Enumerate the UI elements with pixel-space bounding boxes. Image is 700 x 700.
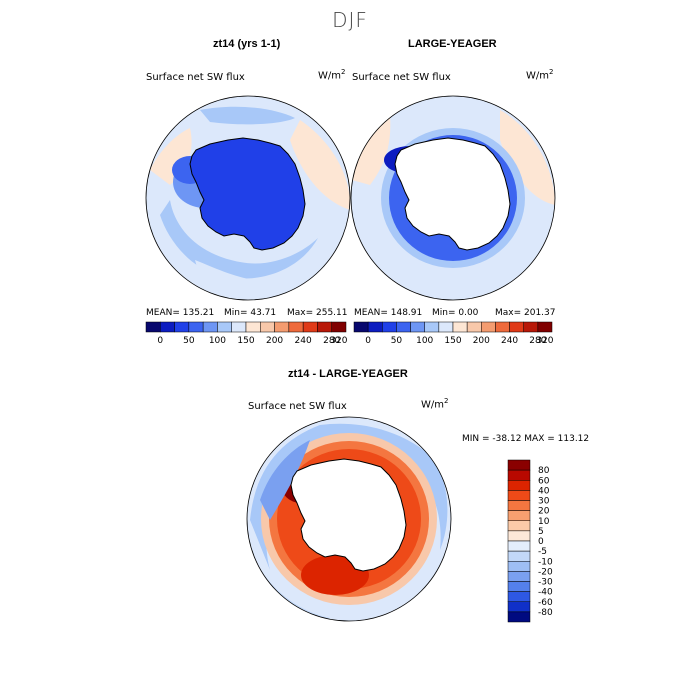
colorbar-1-swatch	[174, 321, 190, 333]
colorbar-3-swatch	[507, 459, 531, 471]
panel2-title: LARGE-YEAGER	[408, 38, 497, 50]
colorbar-3-swatch	[507, 550, 531, 562]
colorbar-1-tick-label: 200	[266, 336, 283, 346]
colorbar-2-swatch	[523, 321, 539, 333]
colorbar-3-swatch	[507, 571, 531, 582]
colorbar-1-tick-label: 100	[209, 336, 226, 346]
map2-border	[350, 95, 556, 301]
colorbar-3-swatch	[507, 520, 531, 532]
colorbar-3-swatch	[507, 469, 531, 481]
colorbar-2-swatch	[481, 321, 496, 333]
colorbar-3-tick-label: 30	[538, 497, 550, 507]
colorbar-3-swatch	[507, 480, 531, 491]
colorbar-1-swatch	[202, 321, 218, 333]
colorbar-2-tick-label: 200	[473, 336, 490, 346]
panel3-minmax: MIN = -38.12 MAX = 113.12	[462, 434, 590, 444]
colorbar-1-tick-label: 150	[237, 336, 254, 346]
colorbar-3-swatch	[507, 540, 531, 552]
colorbar-3-swatch	[507, 561, 531, 572]
colorbar-3-tick-label: -5	[538, 547, 547, 557]
colorbar-2-tick-label: 0	[365, 336, 371, 346]
colorbar-2-tick-label: 240	[501, 336, 518, 346]
colorbar-3-swatch	[507, 591, 531, 602]
panel1-mean: MEAN= 135.21	[146, 308, 215, 318]
colorbar-1-tick-label: 320	[330, 336, 347, 346]
panel1-max: Max= 255.11	[287, 308, 348, 318]
colorbar-1-swatch	[288, 321, 304, 333]
colorbar-1-tick-label: 240	[295, 336, 312, 346]
colorbar-2-swatch	[438, 321, 454, 333]
colorbar-1-swatch	[188, 321, 204, 333]
colorbar-2-tick-label: 150	[444, 336, 461, 346]
colorbar-1-swatch	[302, 321, 318, 333]
panel3-title: zt14 - LARGE-YEAGER	[288, 368, 408, 380]
colorbar-3-tick-label: 60	[538, 476, 550, 486]
colorbar-3-tick-label: 10	[538, 517, 550, 527]
panel3-variable: Surface net SW flux	[248, 401, 347, 412]
colorbar-2-tick-label: 280	[529, 336, 546, 346]
panel3-units: W/m2	[421, 397, 449, 411]
colorbar-2-swatch	[410, 321, 425, 333]
colorbar-2-swatch	[452, 321, 468, 333]
colorbar-1-swatch	[260, 321, 275, 333]
colorbar-2-swatch	[382, 321, 397, 333]
colorbar-2-swatch	[424, 321, 440, 333]
colorbar-2-swatch	[367, 321, 383, 333]
colorbar-3-tick-label: 20	[538, 507, 550, 517]
colorbar-1-swatch	[217, 321, 232, 333]
colorbar-3-swatch	[507, 530, 531, 542]
colorbar-3-tick-label: 0	[538, 537, 544, 547]
colorbar-3-swatch	[507, 581, 531, 592]
colorbar-3-swatch	[507, 611, 531, 623]
colorbar-1-swatch	[145, 321, 161, 333]
colorbar-1-swatch	[331, 321, 347, 333]
panel1-variable: Surface net SW flux	[146, 72, 245, 83]
colorbar-3-swatch	[507, 500, 531, 511]
colorbar-2-swatch	[495, 321, 510, 333]
panel2-variable: Surface net SW flux	[352, 72, 451, 83]
colorbar-1-tick-label: 0	[157, 336, 163, 346]
colorbar-2-tick-label: 320	[536, 336, 553, 346]
colorbar-2-swatch	[396, 321, 411, 333]
colorbar-3-tick-label: -40	[538, 588, 553, 598]
colorbar-1-tick-label: 280	[323, 336, 340, 346]
panel2-min: Min= 0.00	[432, 308, 479, 318]
colorbar-2-tick-label: 50	[391, 336, 403, 346]
colorbar-3-tick-label: -10	[538, 557, 553, 567]
map3-border	[246, 416, 452, 622]
panel2-max: Max= 201.37	[495, 308, 556, 318]
colorbar-1-swatch	[317, 321, 332, 333]
colorbar-1-swatch	[245, 321, 261, 333]
colorbar-3-tick-label: -60	[538, 598, 553, 608]
map1-border	[145, 95, 351, 301]
figure-title: DJF	[332, 8, 368, 32]
colorbar-2-swatch	[466, 321, 482, 333]
colorbar-3-tick-label: 40	[538, 486, 550, 496]
colorbar-1-swatch	[274, 321, 290, 333]
colorbar-2-tick-label: 100	[416, 336, 433, 346]
colorbar-3-tick-label: -30	[538, 578, 553, 588]
colorbar-1-swatch	[160, 321, 175, 333]
colorbar-3-swatch	[507, 510, 531, 521]
panel2-mean: MEAN= 148.91	[354, 308, 423, 318]
panel1-units: W/m2	[318, 68, 346, 82]
colorbar-2-swatch	[537, 321, 553, 333]
colorbar-3-tick-label: -20	[538, 567, 553, 577]
colorbar-3-swatch	[507, 490, 531, 501]
colorbar-3-tick-label: 80	[538, 466, 550, 476]
colorbar-3-tick-label: 5	[538, 527, 544, 537]
panel1-title: zt14 (yrs 1-1)	[213, 38, 281, 50]
colorbar-1-tick-label: 50	[183, 336, 195, 346]
colorbar-3-tick-label: -80	[538, 608, 553, 618]
colorbar-2-swatch	[509, 321, 524, 333]
panel1-min: Min= 43.71	[224, 308, 277, 318]
colorbar-3-swatch	[507, 601, 531, 613]
colorbar-2-swatch	[353, 321, 369, 333]
panel2-units: W/m2	[526, 68, 554, 82]
colorbar-1-swatch	[231, 321, 247, 333]
